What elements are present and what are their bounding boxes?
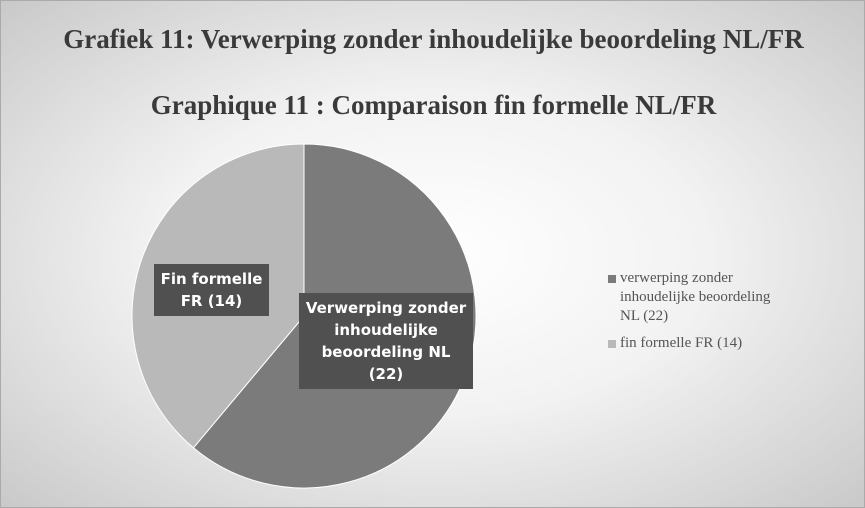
legend: verwerping zonder inhoudelijke beoordeli…: [608, 269, 788, 361]
legend-swatch: [608, 275, 616, 283]
legend-entry: verwerping zonder inhoudelijke beoordeli…: [608, 269, 788, 326]
legend-label: fin formelle FR (14): [620, 335, 743, 351]
chart-subtitle: Graphique 11 : Comparaison fin formelle …: [150, 90, 717, 120]
legend-entry: fin formelle FR (14): [608, 334, 788, 353]
legend-label: verwerping zonder inhoudelijke beoordeli…: [620, 270, 771, 324]
data-label: Verwerping zonder inhoudelijke beoordeli…: [299, 293, 473, 389]
chart-title: Grafiek 11: Verwerping zonder inhoudelij…: [63, 24, 804, 54]
data-label: Fin formelle FR (14): [154, 264, 269, 316]
legend-swatch: [608, 340, 616, 348]
